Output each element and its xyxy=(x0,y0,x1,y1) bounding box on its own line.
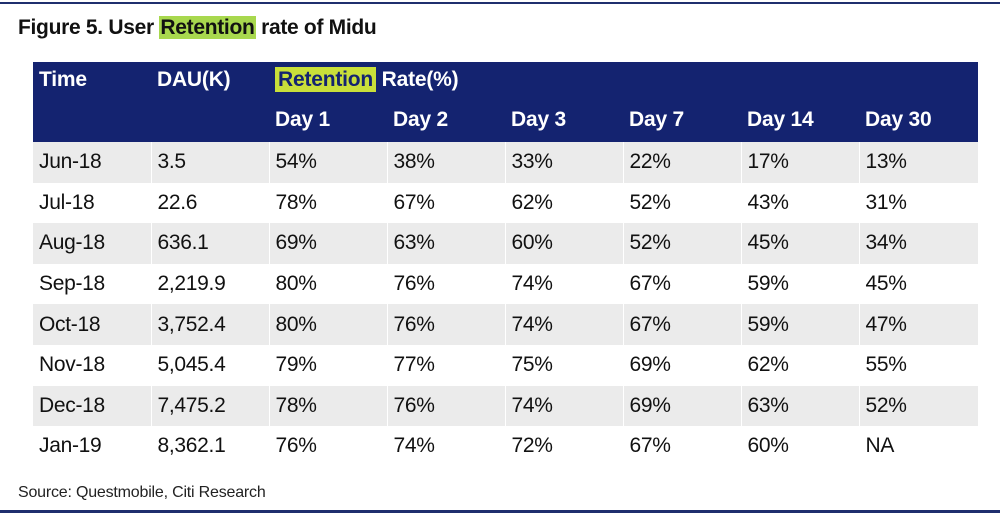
cell-time: Sep-18 xyxy=(33,263,152,305)
cell-retention: 38% xyxy=(387,142,506,183)
cell-retention: 13% xyxy=(859,142,979,183)
cell-retention: 67% xyxy=(387,182,506,224)
cell-retention: 59% xyxy=(741,304,860,345)
cell-retention: 54% xyxy=(269,142,388,183)
figure-title-prefix: Figure 5. User xyxy=(18,16,160,39)
header-row-top: Time DAU(K) Retention Rate(%) xyxy=(33,62,979,98)
table-row: Aug-18 636.1 69% 63% 60% 52% 45% 34% xyxy=(33,223,979,264)
cell-retention: 63% xyxy=(387,223,506,264)
cell-retention: 59% xyxy=(741,263,860,305)
header-retention-rate: Retention Rate(%) xyxy=(269,62,978,98)
cell-retention: 63% xyxy=(741,385,860,427)
cell-retention: 78% xyxy=(269,182,388,224)
cell-retention: 74% xyxy=(505,263,624,305)
header-day: Day 30 xyxy=(865,108,932,131)
cell-retention: 76% xyxy=(387,263,506,305)
cell-time: Jan-19 xyxy=(33,426,152,467)
header-retention-rest: Rate(%) xyxy=(381,68,459,91)
header-empty-time xyxy=(33,98,151,142)
cell-retention: NA xyxy=(859,426,979,467)
cell-retention: 69% xyxy=(269,223,388,264)
table-row: Oct-18 3,752.4 80% 76% 74% 67% 59% 47% xyxy=(33,304,979,345)
cell-dau: 636.1 xyxy=(151,223,270,264)
cell-retention: 72% xyxy=(505,426,624,467)
cell-time: Jun-18 xyxy=(33,142,152,183)
table-row: Sep-18 2,219.9 80% 76% 74% 67% 59% 45% xyxy=(33,263,979,305)
figure-title-suffix: rate of Midu xyxy=(255,16,377,39)
header-day: Day 14 xyxy=(747,108,814,131)
header-time: Time xyxy=(39,68,87,91)
cell-retention: 69% xyxy=(623,385,742,427)
cell-retention: 76% xyxy=(269,426,388,467)
cell-dau: 7,475.2 xyxy=(151,385,270,427)
source-note: Source: Questmobile, Citi Research xyxy=(18,484,266,501)
cell-retention: 55% xyxy=(859,344,979,386)
cell-retention: 17% xyxy=(741,142,860,183)
cell-retention: 52% xyxy=(623,223,742,264)
cell-retention: 31% xyxy=(859,182,979,224)
cell-retention: 76% xyxy=(387,304,506,345)
cell-retention: 75% xyxy=(505,344,624,386)
cell-retention: 80% xyxy=(269,304,388,345)
header-empty-dau xyxy=(151,98,269,142)
cell-retention: 67% xyxy=(623,263,742,305)
cell-retention: 62% xyxy=(505,182,624,224)
cell-retention: 80% xyxy=(269,263,388,305)
cell-retention: 43% xyxy=(741,182,860,224)
header-dau: DAU(K) xyxy=(157,68,231,91)
cell-retention: 74% xyxy=(505,304,624,345)
cell-dau: 22.6 xyxy=(151,182,270,224)
cell-time: Oct-18 xyxy=(33,304,152,345)
cell-retention: 67% xyxy=(623,426,742,467)
cell-retention: 45% xyxy=(859,263,979,305)
cell-retention: 52% xyxy=(859,385,979,427)
cell-retention: 47% xyxy=(859,304,979,345)
cell-retention: 60% xyxy=(741,426,860,467)
cell-retention: 62% xyxy=(741,344,860,386)
cell-retention: 45% xyxy=(741,223,860,264)
cell-retention: 34% xyxy=(859,223,979,264)
cell-retention: 52% xyxy=(623,182,742,224)
top-rule xyxy=(0,2,1000,4)
retention-table: Time DAU(K) Retention Rate(%) Day 1 Day … xyxy=(33,62,979,467)
header-day: Day 1 xyxy=(275,108,331,131)
retention-table-container: Time DAU(K) Retention Rate(%) Day 1 Day … xyxy=(33,62,979,467)
table-body: Jun-18 3.5 54% 38% 33% 22% 17% 13% Jul-18 22.6 78%… xyxy=(33,142,979,467)
header-retention-highlight: Retention xyxy=(275,67,377,92)
header-row-days: Day 1 Day 2 Day 3 Day 7 Day 14 Day 30 xyxy=(33,98,979,142)
bottom-rule xyxy=(0,510,1000,513)
cell-retention: 69% xyxy=(623,344,742,386)
cell-time: Dec-18 xyxy=(33,385,152,427)
cell-retention: 74% xyxy=(505,385,624,427)
table-header: Time DAU(K) Retention Rate(%) Day 1 Day … xyxy=(33,62,979,142)
cell-retention: 76% xyxy=(387,385,506,427)
figure-title: Figure 5. User Retention rate of Midu xyxy=(18,16,377,40)
cell-retention: 67% xyxy=(623,304,742,345)
cell-time: Nov-18 xyxy=(33,344,152,386)
table-row: Dec-18 7,475.2 78% 76% 74% 69% 63% 52% xyxy=(33,385,979,427)
cell-dau: 5,045.4 xyxy=(151,344,270,386)
table-row: Jul-18 22.6 78% 67% 62% 52% 43% 31% xyxy=(33,182,979,224)
cell-time: Jul-18 xyxy=(33,182,152,224)
cell-retention: 79% xyxy=(269,344,388,386)
table-row: Jan-19 8,362.1 76% 74% 72% 67% 60% NA xyxy=(33,426,979,467)
cell-retention: 33% xyxy=(505,142,624,183)
cell-dau: 2,219.9 xyxy=(151,263,270,305)
cell-dau: 8,362.1 xyxy=(151,426,270,467)
figure-title-highlight: Retention xyxy=(159,16,256,39)
cell-dau: 3,752.4 xyxy=(151,304,270,345)
cell-retention: 78% xyxy=(269,385,388,427)
header-day: Day 7 xyxy=(629,108,685,131)
cell-retention: 22% xyxy=(623,142,742,183)
table-row: Jun-18 3.5 54% 38% 33% 22% 17% 13% xyxy=(33,142,979,183)
table-row: Nov-18 5,045.4 79% 77% 75% 69% 62% 55% xyxy=(33,344,979,386)
header-day: Day 3 xyxy=(511,108,567,131)
cell-time: Aug-18 xyxy=(33,223,152,264)
cell-retention: 60% xyxy=(505,223,624,264)
cell-dau: 3.5 xyxy=(151,142,270,183)
cell-retention: 77% xyxy=(387,344,506,386)
header-day: Day 2 xyxy=(393,108,449,131)
cell-retention: 74% xyxy=(387,426,506,467)
